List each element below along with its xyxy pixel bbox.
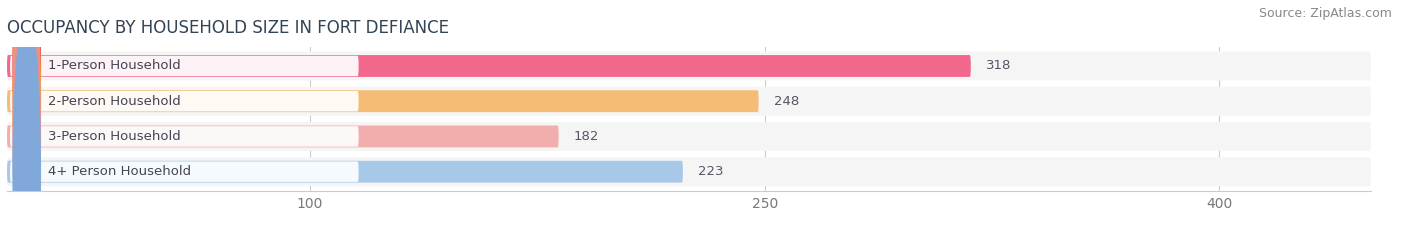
- FancyBboxPatch shape: [7, 90, 759, 112]
- FancyBboxPatch shape: [10, 56, 359, 76]
- Text: 1-Person Household: 1-Person Household: [48, 59, 181, 72]
- FancyBboxPatch shape: [7, 161, 683, 183]
- Text: 182: 182: [574, 130, 599, 143]
- Circle shape: [13, 0, 41, 225]
- Text: Source: ZipAtlas.com: Source: ZipAtlas.com: [1258, 7, 1392, 20]
- Text: 223: 223: [697, 165, 724, 178]
- FancyBboxPatch shape: [10, 126, 359, 147]
- Text: 2-Person Household: 2-Person Household: [48, 95, 181, 108]
- Circle shape: [13, 0, 41, 233]
- FancyBboxPatch shape: [10, 91, 359, 111]
- Text: OCCUPANCY BY HOUSEHOLD SIZE IN FORT DEFIANCE: OCCUPANCY BY HOUSEHOLD SIZE IN FORT DEFI…: [7, 19, 449, 37]
- FancyBboxPatch shape: [10, 161, 359, 182]
- Text: 3-Person Household: 3-Person Household: [48, 130, 181, 143]
- Text: 4+ Person Household: 4+ Person Household: [48, 165, 191, 178]
- FancyBboxPatch shape: [7, 122, 1371, 151]
- FancyBboxPatch shape: [7, 157, 1371, 186]
- Circle shape: [13, 0, 41, 233]
- FancyBboxPatch shape: [7, 87, 1371, 116]
- Text: 248: 248: [773, 95, 799, 108]
- FancyBboxPatch shape: [7, 51, 1371, 80]
- Circle shape: [13, 13, 41, 233]
- FancyBboxPatch shape: [7, 55, 970, 77]
- Text: 318: 318: [986, 59, 1011, 72]
- FancyBboxPatch shape: [7, 126, 558, 147]
